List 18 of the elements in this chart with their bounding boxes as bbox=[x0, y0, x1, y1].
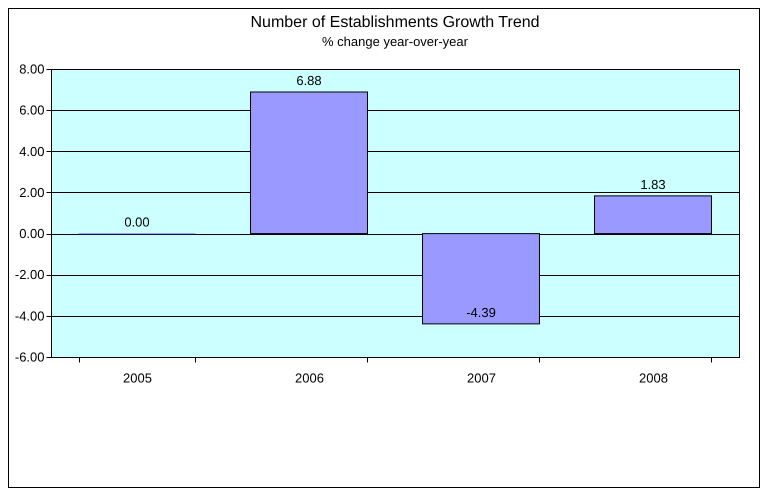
data-label: 1.83 bbox=[640, 176, 666, 192]
y-tick-label: 6.00 bbox=[19, 102, 44, 118]
y-tick-label: -6.00 bbox=[14, 350, 44, 364]
y-tick-label: 2.00 bbox=[19, 184, 44, 200]
data-label: -4.39 bbox=[466, 304, 496, 320]
chart-subtitle: % change year-over-year bbox=[322, 34, 469, 49]
x-tick-label: 2007 bbox=[467, 370, 496, 386]
data-label: 6.88 bbox=[296, 73, 322, 88]
x-tick-label: 2005 bbox=[123, 370, 152, 386]
y-tick-label: 4.00 bbox=[19, 144, 44, 159]
y-tick-label: -4.00 bbox=[14, 308, 44, 324]
y-tick-label: 0.00 bbox=[19, 226, 44, 242]
y-tick-label: 8.00 bbox=[19, 62, 44, 76]
x-tick-label: 2008 bbox=[639, 370, 668, 386]
x-tick-label: 2006 bbox=[295, 370, 324, 386]
data-label: 0.00 bbox=[124, 214, 150, 230]
chart-title: Number of Establishments Growth Trend bbox=[250, 14, 540, 31]
y-tick-label: -2.00 bbox=[14, 267, 44, 282]
